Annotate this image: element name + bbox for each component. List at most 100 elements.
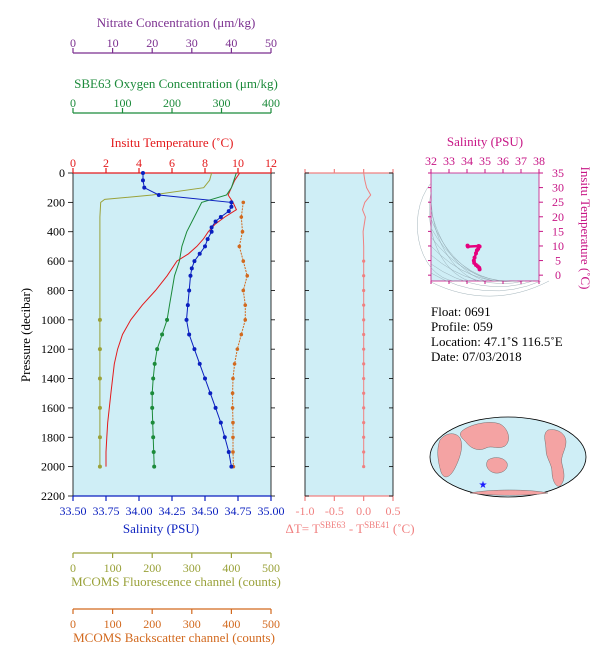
temperature-axis-title: Insitu Temperature (˚C) <box>110 135 233 150</box>
pressure-tick-label: 2000 <box>41 460 65 474</box>
delta-t-tick-label: -1.0 <box>296 504 315 518</box>
ts-temperature-tick-label: 30 <box>552 181 564 195</box>
delta-t-point <box>362 435 366 439</box>
nitrate-tick-label: 20 <box>146 36 158 50</box>
backscatter-point <box>232 362 237 366</box>
delta-t-point <box>362 318 366 322</box>
pressure-axis-title: Pressure (decibar) <box>18 288 33 382</box>
pressure-tick-label: 1000 <box>41 313 65 327</box>
salinity-point <box>142 185 147 190</box>
salinity-point <box>222 435 227 440</box>
pressure-tick-label: 1200 <box>41 342 65 356</box>
fluorescence-tick-label: 200 <box>143 561 161 575</box>
oxygen-point <box>151 449 156 454</box>
salinity-point <box>187 288 192 293</box>
backscatter-point <box>235 347 240 351</box>
delta-t-series-line <box>361 172 372 467</box>
pressure-tick-label: 1400 <box>41 372 65 386</box>
nitrate-tick-label: 30 <box>186 36 198 50</box>
backscatter-point <box>237 244 242 249</box>
main-panel-background <box>72 172 272 497</box>
ts-density-contour <box>430 200 478 282</box>
pressure-tick-label: 800 <box>47 283 65 297</box>
backscatter-point <box>231 450 235 454</box>
map-land-americas <box>544 429 567 487</box>
float-location: Location: 47.1˚S 116.5˚E <box>431 334 563 349</box>
delta-t-tick-label: 0.5 <box>386 504 401 518</box>
oxygen-tick-label: 300 <box>213 96 231 110</box>
backscatter-point <box>241 288 246 293</box>
fluorescence-tick-label: 300 <box>183 561 201 575</box>
oxygen-point <box>151 376 156 381</box>
ts-temperature-tick-label: 5 <box>555 254 561 268</box>
oxygen-point <box>160 332 165 337</box>
oxygen-point <box>152 361 157 366</box>
oxygen-point <box>151 435 156 440</box>
salinity-point <box>229 204 234 209</box>
salinity-point <box>205 237 210 242</box>
ts-salinity-tick-label: 37 <box>515 154 527 168</box>
salinity-axis-title: Salinity (PSU) <box>123 521 199 536</box>
float-id: Float: 0691 <box>431 304 491 319</box>
salinity-point <box>209 229 214 234</box>
salinity-point <box>226 449 231 454</box>
backscatter-point <box>230 406 235 410</box>
salinity-point <box>156 193 161 198</box>
oxygen-point <box>150 405 155 410</box>
nitrate-tick-label: 10 <box>107 36 119 50</box>
fluorescence-point <box>97 435 102 440</box>
temperature-tick-label: 0 <box>70 156 76 170</box>
backscatter-point <box>245 273 250 278</box>
salinity-tick-label: 33.50 <box>60 504 87 518</box>
salinity-point <box>189 266 194 271</box>
salinity-point <box>185 303 190 308</box>
backscatter-point <box>243 318 248 322</box>
pressure-tick-label: 400 <box>47 225 65 239</box>
temperature-tick-label: 4 <box>136 156 142 170</box>
temperature-tick-label: 6 <box>169 156 175 170</box>
ts-temperature-tick-label: 15 <box>552 224 564 238</box>
salinity-point <box>197 361 202 366</box>
fluorescence-axis-title: MCOMS Fluorescence channel (counts) <box>71 574 281 589</box>
ts-temperature-tick-label: 25 <box>552 195 564 209</box>
fluorescence-series-line <box>99 172 213 467</box>
salinity-point <box>197 251 202 256</box>
oxygen-tick-label: 400 <box>262 96 280 110</box>
salinity-point <box>229 200 234 205</box>
delta-t-point <box>362 332 366 337</box>
oxygen-tick-label: 200 <box>163 96 181 110</box>
map-land-europe-africa <box>437 433 462 478</box>
delta-t-point <box>362 465 366 469</box>
location-map: ★ <box>429 416 587 498</box>
salinity-point <box>213 219 218 224</box>
fluorescence-tick-label: 100 <box>104 561 122 575</box>
delta-t-chart: -1.0 -0.5 0.0 0.5 <box>296 169 401 518</box>
map-land-australia <box>486 457 508 474</box>
ts-temperature-axis-title: Insitu Temperature (˚C) <box>578 166 593 289</box>
oxygen-point <box>155 347 160 352</box>
backscatter-tick-label: 0 <box>70 617 76 631</box>
backscatter-tick-label: 100 <box>104 617 122 631</box>
ts-density-contour <box>430 254 526 284</box>
ts-salinity-tick-label: 32 <box>425 154 437 168</box>
salinity-point <box>208 391 213 396</box>
delta-t-tick-label: 0.0 <box>356 504 371 518</box>
oxygen-point <box>150 420 155 425</box>
nitrate-tick-label: 40 <box>225 36 237 50</box>
salinity-point <box>192 347 197 352</box>
salinity-point <box>229 464 234 469</box>
delta-t-point <box>362 259 366 263</box>
profile-date: Date: 07/03/2018 <box>431 349 522 364</box>
oxygen-tick-label: 100 <box>114 96 132 110</box>
backscatter-point <box>239 332 244 337</box>
backscatter-point <box>241 200 246 205</box>
profile-number: Profile: 059 <box>431 319 493 334</box>
ts-point <box>465 243 470 248</box>
pressure-tick-label: 600 <box>47 254 65 268</box>
map-land-asia <box>460 422 509 450</box>
backscatter-tick-label: 300 <box>183 617 201 631</box>
backscatter-point <box>240 229 245 234</box>
salinity-point <box>187 332 192 337</box>
backscatter-point <box>231 376 235 381</box>
